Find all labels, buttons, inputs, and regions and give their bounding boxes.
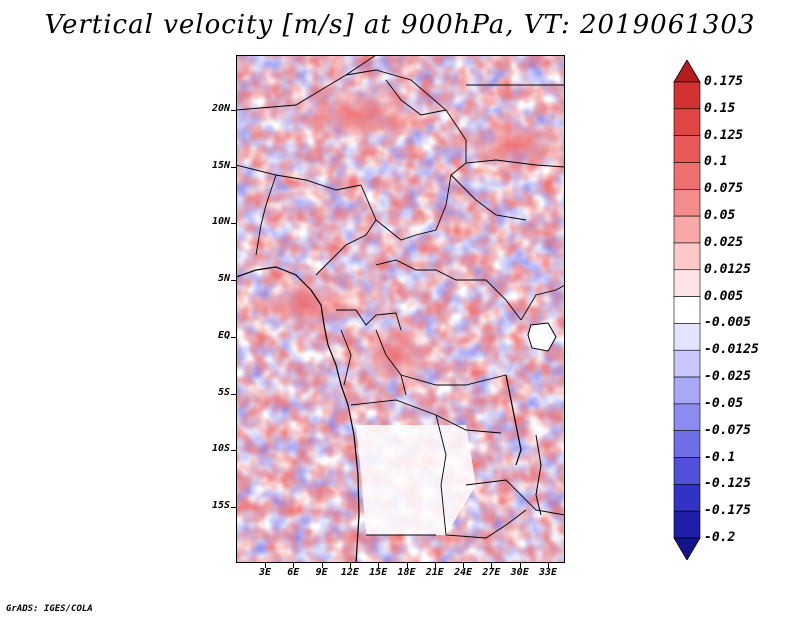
lon-tick-label: 15E <box>369 567 388 578</box>
lon-tick-mark <box>349 563 351 568</box>
colorbar-min-triangle <box>673 537 701 561</box>
lon-tick-label: 3E <box>258 567 272 578</box>
lon-tick-label: 6E <box>287 567 300 578</box>
colorbar-bin <box>673 135 701 163</box>
lon-tick-label: 9E <box>315 567 328 578</box>
colorbar-bin <box>673 430 701 458</box>
lon-tick-label: 30E <box>510 567 529 578</box>
lon-tick-mark <box>321 563 323 568</box>
lat-tick-mark <box>231 280 236 281</box>
colorbar-value-label: -0.025 <box>704 369 751 385</box>
colorbar-bin <box>673 349 701 378</box>
lon-tick-label: 33E <box>538 567 558 578</box>
lon-tick-mark <box>293 563 295 568</box>
colorbar-bin <box>673 215 701 244</box>
colorbar-bin <box>673 81 701 110</box>
colorbar-bin <box>673 188 701 217</box>
lat-tick-label: 10N <box>211 216 230 227</box>
lake-malawi <box>535 434 542 516</box>
map-frame <box>236 55 565 563</box>
velocity-field-map <box>236 55 565 563</box>
colorbar-scale <box>673 59 701 561</box>
colorbar-max-triangle <box>673 59 701 83</box>
colorbar-value-label: -0.2 <box>704 530 736 545</box>
colorbar-value-label: -0.005 <box>704 315 751 331</box>
rising-zone-congo <box>351 320 441 390</box>
lat-tick-label: 20N <box>211 103 230 114</box>
colorbar-value-label: 0.15 <box>704 100 736 116</box>
lat-tick-label: 15S <box>211 500 230 511</box>
lat-tick-mark <box>231 507 236 508</box>
lon-tick-mark <box>378 563 380 568</box>
colorbar-value-label: 0.025 <box>704 234 744 250</box>
lat-tick-label: 5N <box>217 273 230 284</box>
rising-zone-sahara <box>276 85 436 145</box>
lat-tick-label: EQ <box>217 330 230 341</box>
lat-tick-mark <box>231 337 236 338</box>
lon-tick-mark <box>491 563 493 568</box>
colorbar-bin <box>673 269 701 297</box>
colorbar-bin <box>673 162 701 190</box>
colorbar-value-label: 0.005 <box>704 288 744 304</box>
map-panel <box>236 55 565 563</box>
colorbar-value-label: -0.175 <box>704 503 751 519</box>
lat-tick-label: 15N <box>211 160 230 171</box>
lat-tick-label: 10S <box>211 443 230 454</box>
colorbar-bin <box>673 403 701 432</box>
lake-tanganyika <box>505 374 522 466</box>
west-coastline <box>236 266 360 563</box>
colorbar-value-label: 0.175 <box>704 74 744 89</box>
colorbar-value-label: 0.075 <box>704 181 744 197</box>
colorbar-value-label: -0.075 <box>704 422 751 438</box>
colorbar-bin <box>673 296 701 324</box>
lat-tick-mark <box>231 110 236 111</box>
lon-tick-mark <box>463 563 465 568</box>
rising-zone-ethiopia <box>456 115 565 175</box>
colorbar-value-label: 0.1 <box>704 154 728 170</box>
lon-tick-label: 18E <box>397 567 416 578</box>
lat-tick-mark <box>231 394 236 395</box>
lon-tick-label: 12E <box>340 567 359 578</box>
lon-tick-mark <box>434 563 436 568</box>
colorbar-value-label: -0.1 <box>704 449 736 465</box>
quiet-region-angola <box>356 425 476 535</box>
lon-tick-mark <box>406 563 408 568</box>
lon-tick-mark <box>548 563 549 568</box>
lon-tick-label: 24E <box>454 567 473 578</box>
lat-tick-label: 5S <box>217 387 230 398</box>
colorbar-value-label: 0.125 <box>704 127 744 143</box>
colorbar-bin <box>673 457 701 485</box>
colorbar-bin <box>673 376 701 405</box>
colorbar-bin <box>673 484 701 512</box>
colorbar <box>672 59 702 561</box>
lat-tick-mark <box>231 223 236 224</box>
colorbar-bin <box>673 108 701 136</box>
colorbar-bin <box>673 242 701 271</box>
lon-tick-label: 27E <box>482 567 501 578</box>
grads-credit: GrADS: IGES/COLA <box>6 604 93 614</box>
plot-title: Vertical velocity [m/s] at 900hPa, VT: 2… <box>44 10 756 40</box>
lake-victoria <box>527 322 557 352</box>
colorbar-value-label: -0.125 <box>704 476 751 492</box>
lon-tick-mark <box>519 563 521 568</box>
lon-tick-mark <box>265 563 266 568</box>
country-borders <box>236 55 565 539</box>
lon-tick-label: 21E <box>425 567 444 578</box>
colorbar-value-label: 0.0125 <box>704 261 751 277</box>
colorbar-value-label: -0.05 <box>704 395 744 411</box>
rising-zone-gulf <box>246 275 366 335</box>
colorbar-bin <box>673 510 701 539</box>
colorbar-value-label: 0.05 <box>704 208 736 224</box>
colorbar-bin <box>673 323 701 351</box>
lat-tick-mark <box>231 450 236 451</box>
colorbar-value-label: -0.0125 <box>704 342 759 358</box>
lat-tick-mark <box>231 167 236 168</box>
